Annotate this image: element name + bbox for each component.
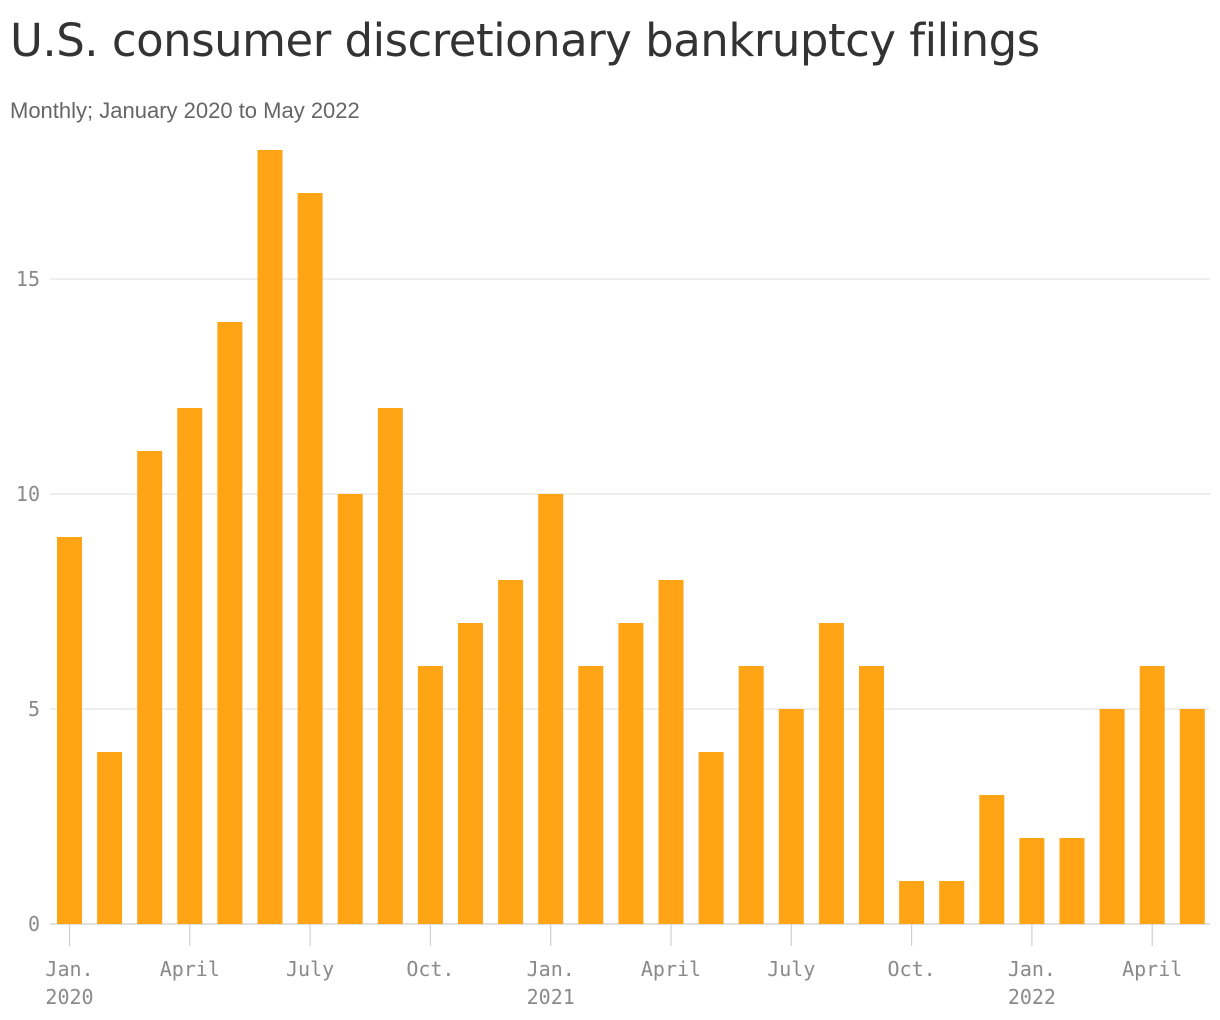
bar-2021-08 — [818, 623, 844, 924]
bar-2020-02 — [97, 752, 123, 924]
x-tick-label: April — [1122, 957, 1182, 981]
bar-2020-07 — [297, 193, 323, 924]
bar-2022-04 — [1139, 666, 1165, 924]
gridlines: 0 5 10 15 — [16, 267, 1210, 936]
bar-2020-03 — [137, 451, 163, 924]
bar-2021-09 — [859, 666, 884, 924]
bar-2020-11 — [458, 623, 483, 924]
x-axis: Jan. 2020 April July Oct. Jan. 2021 April July Oc… — [45, 924, 1182, 1009]
bar-2020-04 — [177, 408, 203, 924]
bar-2022-03 — [1099, 709, 1125, 924]
x-tick-label: July — [767, 957, 815, 981]
x-tick-label: 2021 — [527, 985, 575, 1009]
chart-subtitle: Monthly; January 2020 to May 2022 — [10, 98, 360, 123]
bars — [57, 150, 1205, 924]
bar-2021-06 — [738, 666, 764, 924]
bar-2020-06 — [257, 150, 283, 924]
bar-2022-05 — [1179, 709, 1205, 924]
bar-2022-02 — [1059, 838, 1085, 924]
bar-2020-12 — [498, 580, 524, 924]
bar-2020-10 — [417, 666, 443, 924]
x-tick-label: 2022 — [1008, 985, 1056, 1009]
x-tick-label: Oct. — [406, 957, 454, 981]
bar-2021-07 — [778, 709, 804, 924]
bar-2022-01 — [1019, 838, 1045, 924]
x-tick-label: April — [160, 957, 220, 981]
bar-2021-11 — [939, 881, 965, 924]
x-tick-label: April — [641, 957, 701, 981]
x-tick-label: Jan. — [1008, 957, 1056, 981]
x-tick-label: 2020 — [45, 985, 93, 1009]
x-tick-label: Jan. — [527, 957, 575, 981]
x-tick-label: July — [286, 957, 334, 981]
y-tick-label: 15 — [16, 267, 40, 291]
bar-2021-05 — [698, 752, 724, 924]
bar-2020-08 — [337, 494, 363, 924]
y-tick-label: 5 — [28, 697, 40, 721]
y-tick-label: 0 — [28, 912, 40, 936]
y-tick-label: 10 — [16, 482, 40, 506]
bar-2021-04 — [658, 580, 684, 924]
x-tick-label: Oct. — [888, 957, 936, 981]
bar-2021-10 — [899, 881, 925, 924]
bar-2021-12 — [979, 795, 1005, 924]
bar-2020-09 — [377, 408, 403, 924]
x-tick-label: Jan. — [45, 957, 93, 981]
bar-2021-01 — [538, 494, 564, 924]
bar-2020-05 — [217, 322, 243, 924]
chart-title: U.S. consumer discretionary bankruptcy f… — [10, 14, 1040, 67]
bar-2021-03 — [618, 623, 644, 924]
bar-2021-02 — [578, 666, 604, 924]
bar-2020-01 — [57, 537, 82, 924]
